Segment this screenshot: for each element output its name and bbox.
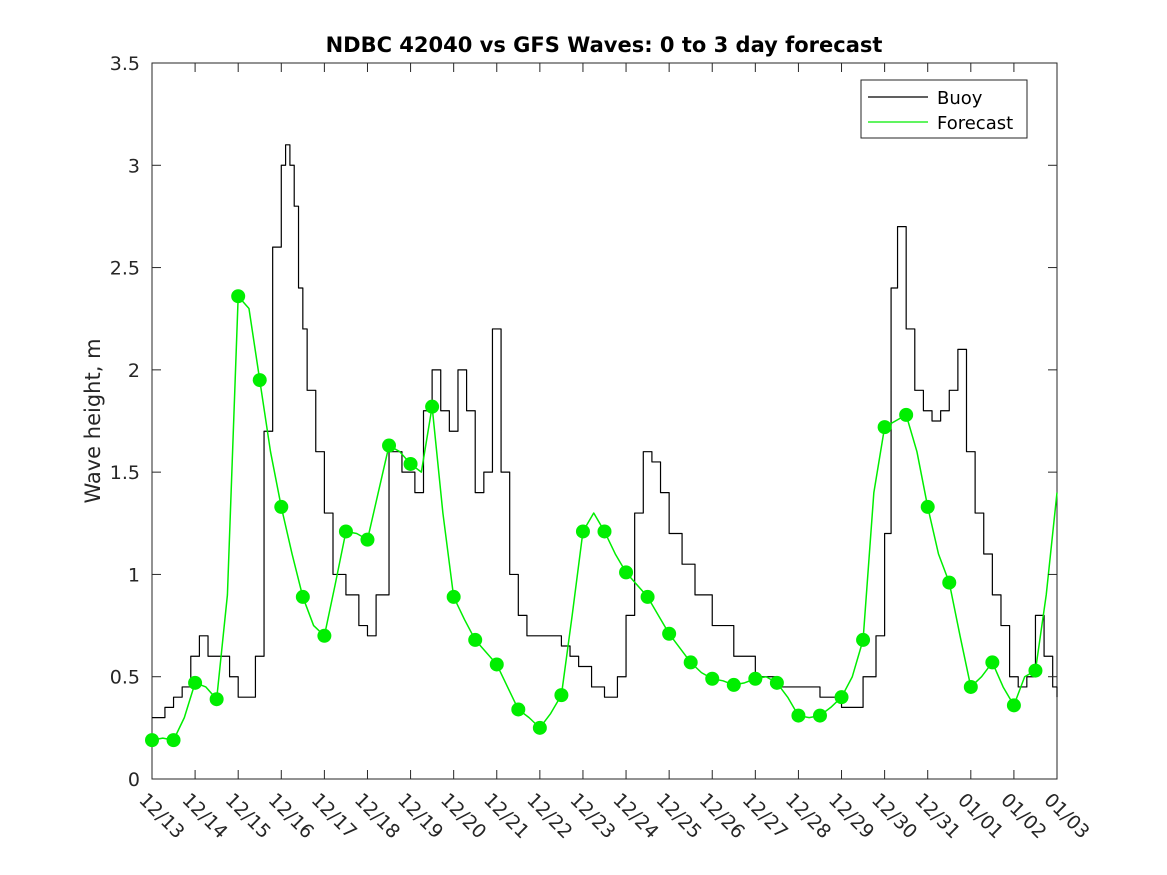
forecast-marker (382, 438, 397, 453)
forecast-marker (511, 702, 526, 717)
legend-label-buoy: Buoy (937, 88, 983, 109)
forecast-marker (145, 733, 159, 748)
forecast-marker (640, 589, 655, 604)
forecast-marker (683, 655, 698, 670)
marker-layer (145, 289, 1043, 748)
forecast-marker (446, 589, 461, 604)
forecast-marker (489, 657, 504, 672)
forecast-marker (532, 720, 547, 735)
forecast-marker (877, 420, 892, 435)
y-tick-label: 1 (128, 564, 140, 586)
forecast-marker (338, 524, 353, 539)
legend-label-forecast: Forecast (937, 113, 1013, 134)
forecast-marker (231, 289, 246, 304)
forecast-marker (899, 407, 914, 422)
forecast-marker (554, 688, 569, 703)
plot-area: 00.511.522.533.5 12/1312/1412/1512/1612/… (110, 53, 1094, 843)
forecast-marker (166, 733, 181, 748)
forecast-marker (705, 671, 720, 686)
y-tick-label: 0 (128, 769, 140, 791)
forecast-marker (295, 589, 310, 604)
y-tick-label: 3 (128, 155, 140, 177)
forecast-marker (769, 675, 784, 690)
legend-box (860, 79, 1028, 139)
forecast-marker (856, 632, 871, 647)
forecast-marker (920, 499, 935, 514)
y-tick-label: 0.5 (110, 667, 140, 689)
legend: Buoy Forecast (860, 79, 1028, 139)
series-buoy-line (152, 144, 1058, 719)
forecast-marker (812, 708, 827, 723)
y-tick-label: 2 (128, 360, 140, 382)
forecast-marker (403, 456, 418, 471)
y-axis-label: Wave height, m (81, 338, 105, 503)
y-tick-label: 2.5 (110, 258, 140, 280)
y-tick-label: 3.5 (110, 53, 140, 75)
forecast-marker (468, 632, 483, 647)
forecast-marker (748, 671, 763, 686)
forecast-marker (274, 499, 289, 514)
forecast-marker (575, 524, 590, 539)
forecast-marker (425, 399, 440, 414)
forecast-marker (1006, 698, 1021, 713)
forecast-marker (791, 708, 806, 723)
forecast-marker (662, 626, 677, 641)
forecast-marker (317, 628, 332, 643)
forecast-marker (726, 677, 741, 692)
forecast-marker (963, 679, 978, 694)
forecast-marker (188, 675, 203, 690)
y-axis-ticks: 0 0.5 1 1.5 2 2.5 3 3.5 (110, 53, 1057, 791)
forecast-marker (209, 692, 224, 707)
forecast-marker (834, 690, 849, 705)
chart-title: NDBC 42040 vs GFS Waves: 0 to 3 day fore… (326, 33, 883, 57)
forecast-marker (252, 373, 267, 388)
forecast-marker (360, 532, 375, 547)
forecast-marker (597, 524, 612, 539)
forecast-marker (942, 575, 957, 590)
forecast-marker (1028, 663, 1043, 678)
axes-box (151, 62, 1058, 780)
forecast-marker (985, 655, 1000, 670)
forecast-marker (619, 565, 634, 580)
y-tick-label: 1.5 (110, 462, 140, 484)
